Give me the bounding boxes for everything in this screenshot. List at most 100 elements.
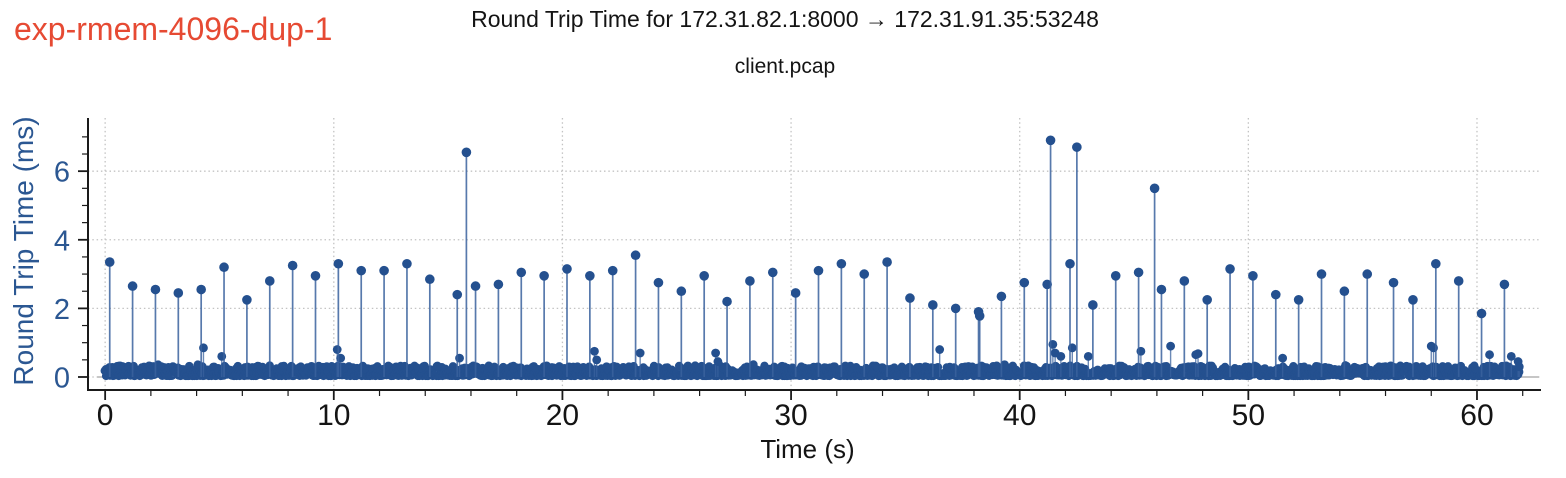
small-spike-point <box>1166 341 1176 351</box>
spike-point <box>1431 258 1441 269</box>
spike-point <box>1202 295 1212 305</box>
spike-point <box>287 260 298 271</box>
spike-point <box>1339 286 1350 297</box>
spike-point <box>1110 270 1121 281</box>
y-axis-label: Round Trip Time (ms) <box>8 116 39 386</box>
spike-point <box>516 267 527 278</box>
spike-point <box>379 265 389 276</box>
spike-point <box>1408 295 1418 305</box>
x-tick-label: 50 <box>1232 399 1265 432</box>
y-tick-label: 6 <box>54 157 70 189</box>
spike-point <box>1133 267 1144 278</box>
y-tick-label: 0 <box>54 362 70 394</box>
spike-point <box>1453 276 1464 286</box>
spike-point <box>104 257 115 267</box>
spike-point <box>1065 258 1075 269</box>
spike-point <box>1499 279 1510 290</box>
spike-point <box>493 279 504 290</box>
chart-title: Round Trip Time for 172.31.82.1:8000 → 1… <box>471 6 1099 32</box>
spike-point <box>1476 308 1487 319</box>
small-spike-point <box>635 348 645 358</box>
spike-point <box>127 281 138 291</box>
spike-point <box>173 288 184 298</box>
spike-point <box>950 303 961 314</box>
small-spike-point <box>1056 352 1066 361</box>
spike-point <box>630 250 641 261</box>
spike-point <box>1156 284 1167 295</box>
small-spike-point <box>935 345 945 354</box>
spike-point <box>196 284 206 295</box>
spike-point <box>264 276 275 286</box>
spike-point <box>470 281 481 291</box>
y-tick-label: 4 <box>54 225 70 257</box>
spike-point <box>425 274 435 285</box>
chart-subtitle: client.pcap <box>734 55 836 78</box>
spike-point <box>905 293 915 303</box>
grid-layer <box>88 118 1541 389</box>
spike-point <box>1316 269 1327 279</box>
spike-point <box>310 270 321 281</box>
spike-point <box>653 277 664 288</box>
spike-point <box>974 311 985 321</box>
spike-point <box>1270 289 1281 300</box>
small-spike-point <box>1083 352 1093 361</box>
spike-point <box>402 258 412 269</box>
x-tick-label: 10 <box>317 399 350 432</box>
spike-point <box>461 147 472 158</box>
spike-point <box>1388 277 1399 288</box>
spike-point <box>676 286 687 297</box>
small-spike-point <box>1506 352 1516 361</box>
spike-point <box>452 289 463 300</box>
spike-point <box>1179 276 1190 286</box>
y-tick-label: 2 <box>54 294 70 326</box>
small-spike-point <box>1485 350 1494 360</box>
spike-point <box>539 270 549 281</box>
spike-point <box>242 295 252 305</box>
spike-point <box>1072 142 1082 152</box>
spike-point <box>356 265 367 276</box>
spike-point <box>836 258 847 269</box>
x-tick-label: 40 <box>1003 399 1036 432</box>
spike-point <box>1042 279 1052 290</box>
small-spike-point <box>590 346 599 356</box>
spike-point <box>790 288 801 298</box>
small-spike-point <box>332 345 342 354</box>
spike-point <box>859 269 870 279</box>
spike-point <box>813 265 824 276</box>
axes-layer: 0 10 20 30 40 50 60 0 2 4 6 <box>54 118 1541 432</box>
x-axis-label: Time (s) <box>760 434 855 464</box>
data-layer <box>97 135 1540 381</box>
spike-point <box>1293 295 1304 305</box>
small-spike-point <box>1193 349 1203 359</box>
spike-point <box>745 276 755 286</box>
spike-point <box>562 264 572 274</box>
spike-point <box>722 296 732 307</box>
x-tick-label: 60 <box>1460 399 1493 432</box>
x-tick-label: 20 <box>546 399 579 432</box>
spike-point <box>767 267 778 278</box>
spike-point <box>1225 264 1235 274</box>
spike-point <box>607 265 618 276</box>
spike-point <box>699 270 709 281</box>
spike-point <box>1248 270 1258 281</box>
spike-point <box>1045 135 1056 146</box>
spike-point <box>219 262 229 273</box>
experiment-label: exp-rmem-4096-dup-1 <box>14 11 333 47</box>
small-spike-point <box>1278 353 1288 363</box>
small-spike-point <box>713 357 723 366</box>
spike-point <box>996 291 1007 302</box>
spike-point <box>1362 269 1373 279</box>
spike-point <box>1149 183 1160 194</box>
spike-point <box>333 258 344 269</box>
spike-point <box>150 284 161 295</box>
x-tick-label: 0 <box>97 399 114 432</box>
spike-point <box>882 257 892 267</box>
small-spike-point <box>1514 362 1524 372</box>
small-spike-point <box>592 355 602 365</box>
x-tick-label: 30 <box>774 399 807 432</box>
spike-point <box>1019 277 1030 288</box>
small-spike-point <box>711 348 721 358</box>
spike-point <box>1088 300 1098 310</box>
